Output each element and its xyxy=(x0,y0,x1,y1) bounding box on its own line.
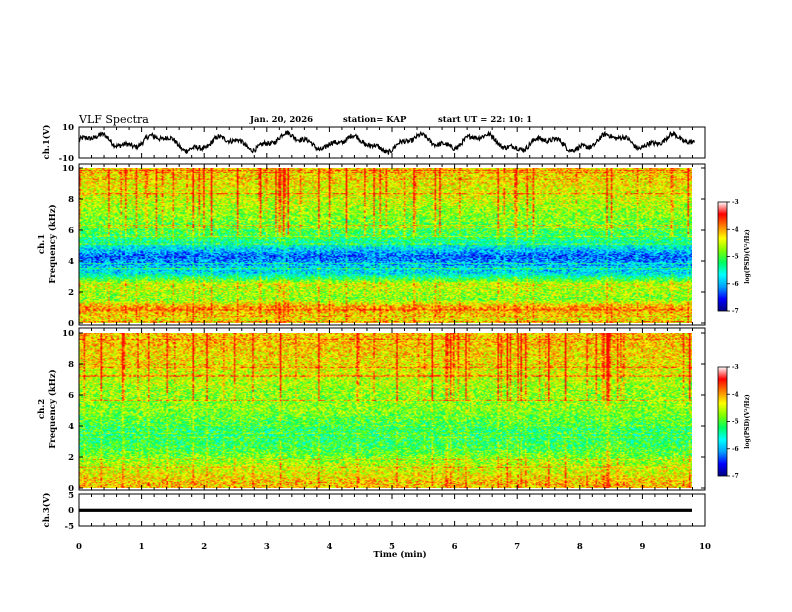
ch2-colorbar: -3 -4 -5 -6 -7 log(PSD)(V²/Hz) xyxy=(717,364,751,480)
ch2-spec-ytick: 4 xyxy=(68,422,74,432)
x-tick-label: 1 xyxy=(139,542,145,552)
ch3-ytick-bottom: -5 xyxy=(65,522,75,532)
ch1-waveform-line xyxy=(78,130,695,155)
ch1-ytick-bottom: -10 xyxy=(59,154,74,164)
date-label: Jan. 20, 2026 xyxy=(249,115,313,125)
time-axis-labels: 0 1 2 3 4 5 6 7 8 9 10 xyxy=(76,542,711,552)
ch1-ytick-top: 10 xyxy=(62,123,74,133)
ch1-colorbar-label: log(PSD)(V²/Hz) xyxy=(744,229,751,284)
ch1-colorbar-tick-label: -3 xyxy=(732,199,739,206)
ch1-spec-ytick: 6 xyxy=(68,226,74,236)
x-tick-label: 6 xyxy=(452,542,458,552)
ch2-colorbar-tick-label: -7 xyxy=(732,473,739,480)
time-axis-ticks xyxy=(78,127,706,526)
ch1-spec-ylabel-freq: Frequency (kHz) xyxy=(47,204,58,283)
ch1-spec-ytick: 10 xyxy=(62,164,74,174)
ch2-spectrogram-image xyxy=(79,333,692,488)
ch2-spec-ytick: 6 xyxy=(68,391,74,401)
x-tick-label: 0 xyxy=(76,542,82,552)
ch1-colorbar-tick-label: -5 xyxy=(732,254,739,261)
ch2-colorbar-tick-label: -4 xyxy=(732,391,739,398)
x-tick-label: 7 xyxy=(514,542,520,552)
ch3-ytick-top: 5 xyxy=(68,491,74,501)
ch1-spec-ytick: 8 xyxy=(68,195,74,205)
figure-title: VLF Spectra xyxy=(78,113,149,126)
station-label: station= KAP xyxy=(343,115,407,125)
ch2-spec-ylabel-channel: ch.2 xyxy=(37,399,47,419)
ch3-ytick-mid: 0 xyxy=(68,506,74,516)
ch2-colorbar-bar xyxy=(717,366,728,477)
ch1-ylabel: ch.1(V) xyxy=(41,125,52,160)
ch1-spectrogram-panel: 0 2 4 6 8 10 ch.1 Frequency (kHz) xyxy=(37,163,706,329)
x-tick-label: 10 xyxy=(699,542,711,552)
ch1-spec-ytick: 4 xyxy=(68,257,74,267)
x-tick-label: 3 xyxy=(264,542,270,552)
ch2-spec-ytick: 0 xyxy=(68,484,74,494)
x-tick-label: 2 xyxy=(201,542,207,552)
ch1-colorbar-tick-label: -7 xyxy=(732,308,739,315)
x-tick-label: 8 xyxy=(577,542,583,552)
start-ut-label: start UT = 22: 10: 1 xyxy=(438,115,532,125)
ch2-spec-ylabel-freq: Frequency (kHz) xyxy=(47,369,58,448)
ch2-spec-ytick: 10 xyxy=(62,329,74,339)
ch2-colorbar-tick-label: -5 xyxy=(732,419,739,426)
x-tick-label: 4 xyxy=(326,542,332,552)
ch2-spec-ytick: 2 xyxy=(68,453,74,463)
ch1-spec-ytick: 2 xyxy=(68,288,74,298)
ch1-spec-ytick: 0 xyxy=(68,319,74,329)
ch1-colorbar-bar xyxy=(717,201,728,312)
x-tick-label: 5 xyxy=(389,542,395,552)
ch1-spectrogram-image xyxy=(79,168,692,323)
ch1-colorbar-tick-label: -4 xyxy=(732,226,739,233)
ch1-colorbar-tick-label: -6 xyxy=(732,281,739,288)
ch1-colorbar: -3 -4 -5 -6 -7 log(PSD)(V²/Hz) xyxy=(717,199,751,315)
ch2-spectrogram-panel: 0 2 4 6 8 10 ch.2 Frequency (kHz) xyxy=(37,327,706,494)
ch2-colorbar-tick-label: -6 xyxy=(732,446,739,453)
ch3-waveform-band xyxy=(79,508,692,512)
ch2-spec-ytick: 8 xyxy=(68,360,74,370)
ch2-colorbar-label: log(PSD)(V²/Hz) xyxy=(744,394,751,449)
x-tick-label: 9 xyxy=(639,542,645,552)
ch1-spec-ylabel-channel: ch.1 xyxy=(37,234,47,254)
time-axis-title: Time (min) xyxy=(373,549,426,560)
ch1-waveform-panel: 10 -10 ch.1(V) xyxy=(41,123,706,164)
ch3-waveform-panel: 5 0 -5 ch.3(V) xyxy=(41,491,706,532)
ch3-ylabel: ch.3(V) xyxy=(41,493,52,528)
ch2-colorbar-tick-label: -3 xyxy=(732,364,739,371)
